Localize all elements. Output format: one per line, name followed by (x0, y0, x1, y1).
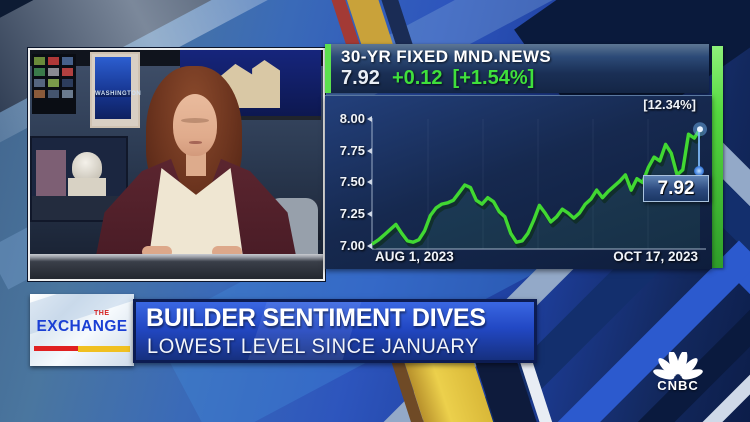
capitol-base (68, 178, 106, 200)
ticker-last-price: 7.92 (341, 67, 380, 89)
y-tick-7.00: 7.00 (327, 238, 372, 254)
logo-red-bar (34, 346, 78, 351)
cnbc-bug: CNBC (648, 350, 708, 394)
chart-gridlines (427, 119, 649, 249)
logo-name-text: EXCHANGE (36, 318, 128, 335)
backdrop-pillar: WASHINGTON (90, 52, 142, 128)
tick-arrow-icon (367, 179, 372, 185)
chart-axes (371, 118, 706, 250)
panel-green-edge (712, 46, 723, 268)
period-change-label: [12.34%] (643, 97, 696, 112)
ticker-quote-row: 7.92 +0.12 [+1.54%] (341, 67, 544, 90)
y-tick-8.00: 8.00 (327, 111, 372, 127)
ticker-title: 30-YR FIXED MND.NEWS (341, 47, 552, 66)
y-tick-7.50: 7.50 (327, 174, 372, 190)
anchor-mouth (189, 141, 202, 144)
ticker-change-percent: [+1.54%] (452, 67, 535, 89)
anchor-brow-shadow (181, 118, 209, 123)
anchor-desk (30, 254, 323, 279)
rate-ticker-header: 30-YR FIXED MND.NEWS 7.92 +0.12 [+1.54%] (325, 44, 709, 93)
tick-arrow-icon (367, 211, 372, 217)
y-tick-7.25: 7.25 (327, 206, 372, 222)
tick-arrow-icon (367, 148, 372, 154)
backdrop-screen: WASHINGTON (95, 57, 142, 119)
banner-headline: BUILDER SENTIMENT DIVES (146, 304, 486, 332)
last-value-pointer (694, 132, 704, 176)
lower-third-banner: BUILDER SENTIMENT DIVES LOWEST LEVEL SIN… (133, 299, 537, 363)
newsroom-scene: WASHINGTON (30, 50, 323, 279)
tick-arrow-icon (367, 243, 372, 249)
anchor-neck (186, 150, 206, 176)
x-axis-start-label: AUG 1, 2023 (375, 249, 454, 264)
rate-chart-panel: [12.34%] 8.00 7.75 7.50 7.25 7.00 AUG 1,… (325, 95, 712, 269)
endpoint-dot (697, 126, 703, 133)
ticker-change: +0.12 (391, 67, 443, 89)
cnbc-wordmark: CNBC (657, 378, 699, 393)
tick-arrow-icon (367, 116, 372, 122)
banner-subheadline: LOWEST LEVEL SINCE JANUARY (147, 335, 479, 359)
last-value-badge: 7.92 (643, 175, 709, 202)
anchor-face (173, 94, 217, 156)
logo-the-text: THE (94, 310, 110, 317)
monitor-wall (32, 54, 76, 114)
y-tick-7.75: 7.75 (327, 143, 372, 159)
rate-line-area (373, 129, 700, 249)
the-exchange-logo: THE EXCHANGE (30, 294, 134, 366)
x-axis-end-label: OCT 17, 2023 (613, 249, 698, 264)
peacock-icon (653, 350, 703, 380)
logo-yellow-bar (78, 346, 130, 352)
anchor-video-feed: WASHINGTON (28, 48, 325, 281)
backdrop-label: WASHINGTON (95, 91, 142, 97)
rate-line (371, 127, 702, 246)
capitol-dome (72, 152, 102, 182)
